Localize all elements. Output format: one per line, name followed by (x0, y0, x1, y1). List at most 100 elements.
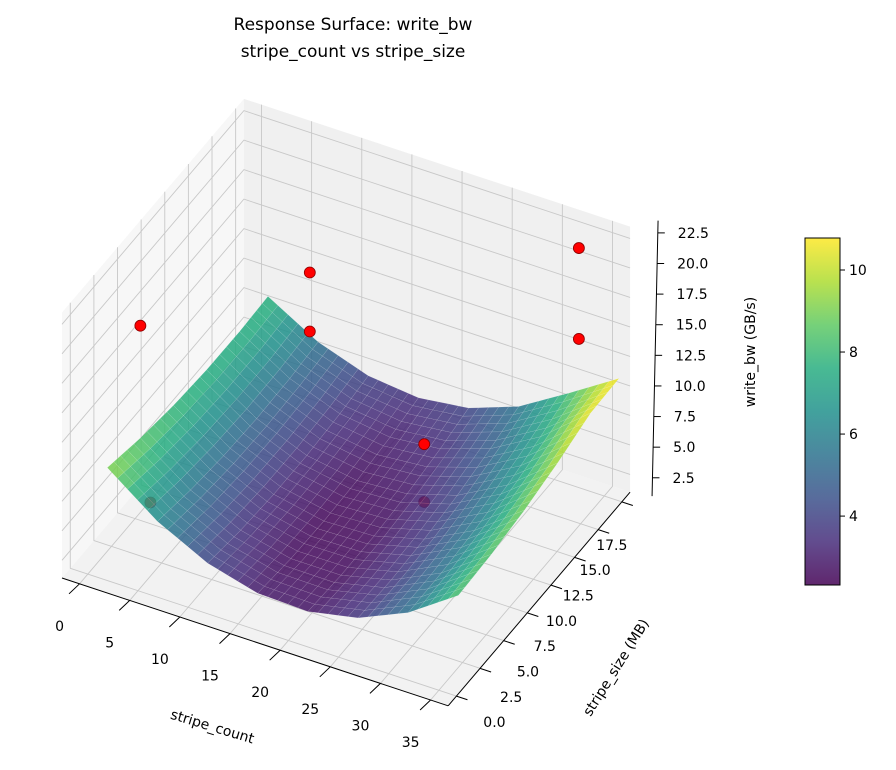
surface-facet (166, 405, 184, 423)
surface-facet (447, 586, 466, 600)
y-tick-label: 10.0 (546, 614, 577, 630)
scatter-point (303, 325, 316, 338)
z-gridline (61, 287, 631, 502)
y-tick-label: 0.0 (483, 715, 505, 731)
z-tick-label: 15.0 (676, 318, 707, 334)
y-tick-label: 7.5 (534, 639, 556, 655)
x-tick (419, 699, 431, 711)
chart-title-line-2: stripe_count vs stripe_size (240, 42, 466, 62)
surface-facet (586, 398, 603, 411)
x-axis-label: stripe_count (169, 707, 257, 748)
y-axis-line (447, 491, 631, 707)
z-tick-label: 20.0 (677, 257, 708, 273)
z-tick-label: 7.5 (674, 410, 696, 426)
surface-facet (150, 441, 168, 460)
z-axis-line (651, 220, 659, 497)
z-tick-label: 17.5 (676, 287, 707, 303)
x-tick (169, 616, 181, 628)
x-tick-label: 35 (402, 735, 420, 751)
x-tick (68, 583, 80, 595)
y-tick (550, 584, 563, 590)
surface-facet (120, 449, 138, 467)
x-tick (219, 633, 231, 644)
y-tick-label: 2.5 (500, 690, 522, 706)
colorbar-tick-label: 4 (849, 509, 858, 525)
y-axis-label: stripe_size (MB) (580, 617, 652, 720)
x-axis-line (61, 577, 449, 707)
colorbar: 4 6 8 10 (804, 237, 867, 586)
z-tick-label: 22.5 (678, 226, 709, 242)
x-gridline (430, 220, 613, 701)
z-gridline (61, 257, 631, 473)
y-tick (503, 640, 515, 645)
z-tick-label: 2.5 (672, 471, 694, 487)
chart-title: Response Surface: write_bw stripe_count … (0, 12, 706, 66)
x-tick-label: 30 (352, 718, 370, 734)
surface-facet (133, 437, 151, 455)
surface-facet (527, 481, 545, 496)
response-surface (107, 296, 620, 619)
colorbar-gradient (804, 237, 841, 586)
surface-facet (246, 357, 264, 376)
colorbar-tick-label: 6 (849, 427, 858, 443)
y-tick (621, 501, 633, 506)
tick-labels: 0 5 10 15 20 25 30 35 0.0 2.5 5.0 7.5 10.0 12.5 15.0 17… (55, 226, 709, 751)
y-tick (456, 695, 468, 701)
surface-facet (500, 518, 519, 533)
y-tick-label: 12.5 (563, 589, 594, 605)
x-tick (118, 600, 131, 611)
scatter-point (572, 333, 585, 345)
y-tick-label: 15.0 (579, 563, 610, 579)
surface-facet (113, 455, 131, 473)
surface-facet (560, 432, 578, 449)
scatter-point (134, 319, 147, 332)
left-pane (62, 98, 244, 578)
z-tick-label: 5.0 (673, 440, 695, 456)
surface-facet (494, 527, 512, 541)
y-tick (574, 556, 586, 562)
colorbar-tick-label: 8 (849, 345, 858, 361)
surface-facet (262, 359, 280, 378)
surface-facet (176, 415, 194, 433)
colorbar-tick-label: 10 (849, 263, 867, 279)
chart-title-line-1: Response Surface: write_bw (233, 15, 473, 35)
x-tick-label: 5 (105, 635, 114, 651)
surface-facet (123, 466, 141, 484)
x-tick (269, 649, 281, 661)
x-tick-label: 15 (201, 669, 219, 685)
surface-facet (140, 431, 158, 449)
z-tick-label: 12.5 (675, 348, 706, 364)
surface-facet (107, 461, 125, 479)
y-gridline (93, 275, 481, 669)
axis-lines (61, 220, 665, 711)
x-tick-label: 20 (251, 685, 269, 701)
y-gridline (69, 302, 457, 697)
x-tick-label: 10 (151, 652, 169, 668)
x-tick (369, 683, 381, 694)
z-gridline (61, 228, 631, 443)
surface-facet (591, 391, 609, 404)
z-gridline (61, 198, 631, 414)
y-tick-label: 5.0 (517, 664, 539, 680)
y-tick (527, 612, 539, 617)
surface-facet (229, 356, 247, 375)
z-axis-label: write_bw (GB/s) (743, 297, 759, 407)
surface-facet (147, 504, 165, 522)
z-gridline (61, 169, 631, 384)
scatter-point (572, 242, 585, 254)
surface-facet (153, 497, 171, 516)
surface-facet (236, 348, 254, 367)
x-gridline (380, 204, 563, 684)
z-gridline (61, 110, 631, 325)
scatter-points-front (134, 242, 585, 451)
y-tick (598, 529, 610, 534)
surface-facet (259, 342, 276, 361)
x-tick-label: 25 (301, 702, 319, 718)
y-tick (479, 667, 492, 673)
z-tick-label: 10.0 (674, 379, 705, 395)
z-gridline (61, 139, 631, 355)
y-tick-label: 17.5 (596, 538, 627, 554)
x-tick (319, 666, 331, 678)
surface-facet (540, 462, 559, 478)
